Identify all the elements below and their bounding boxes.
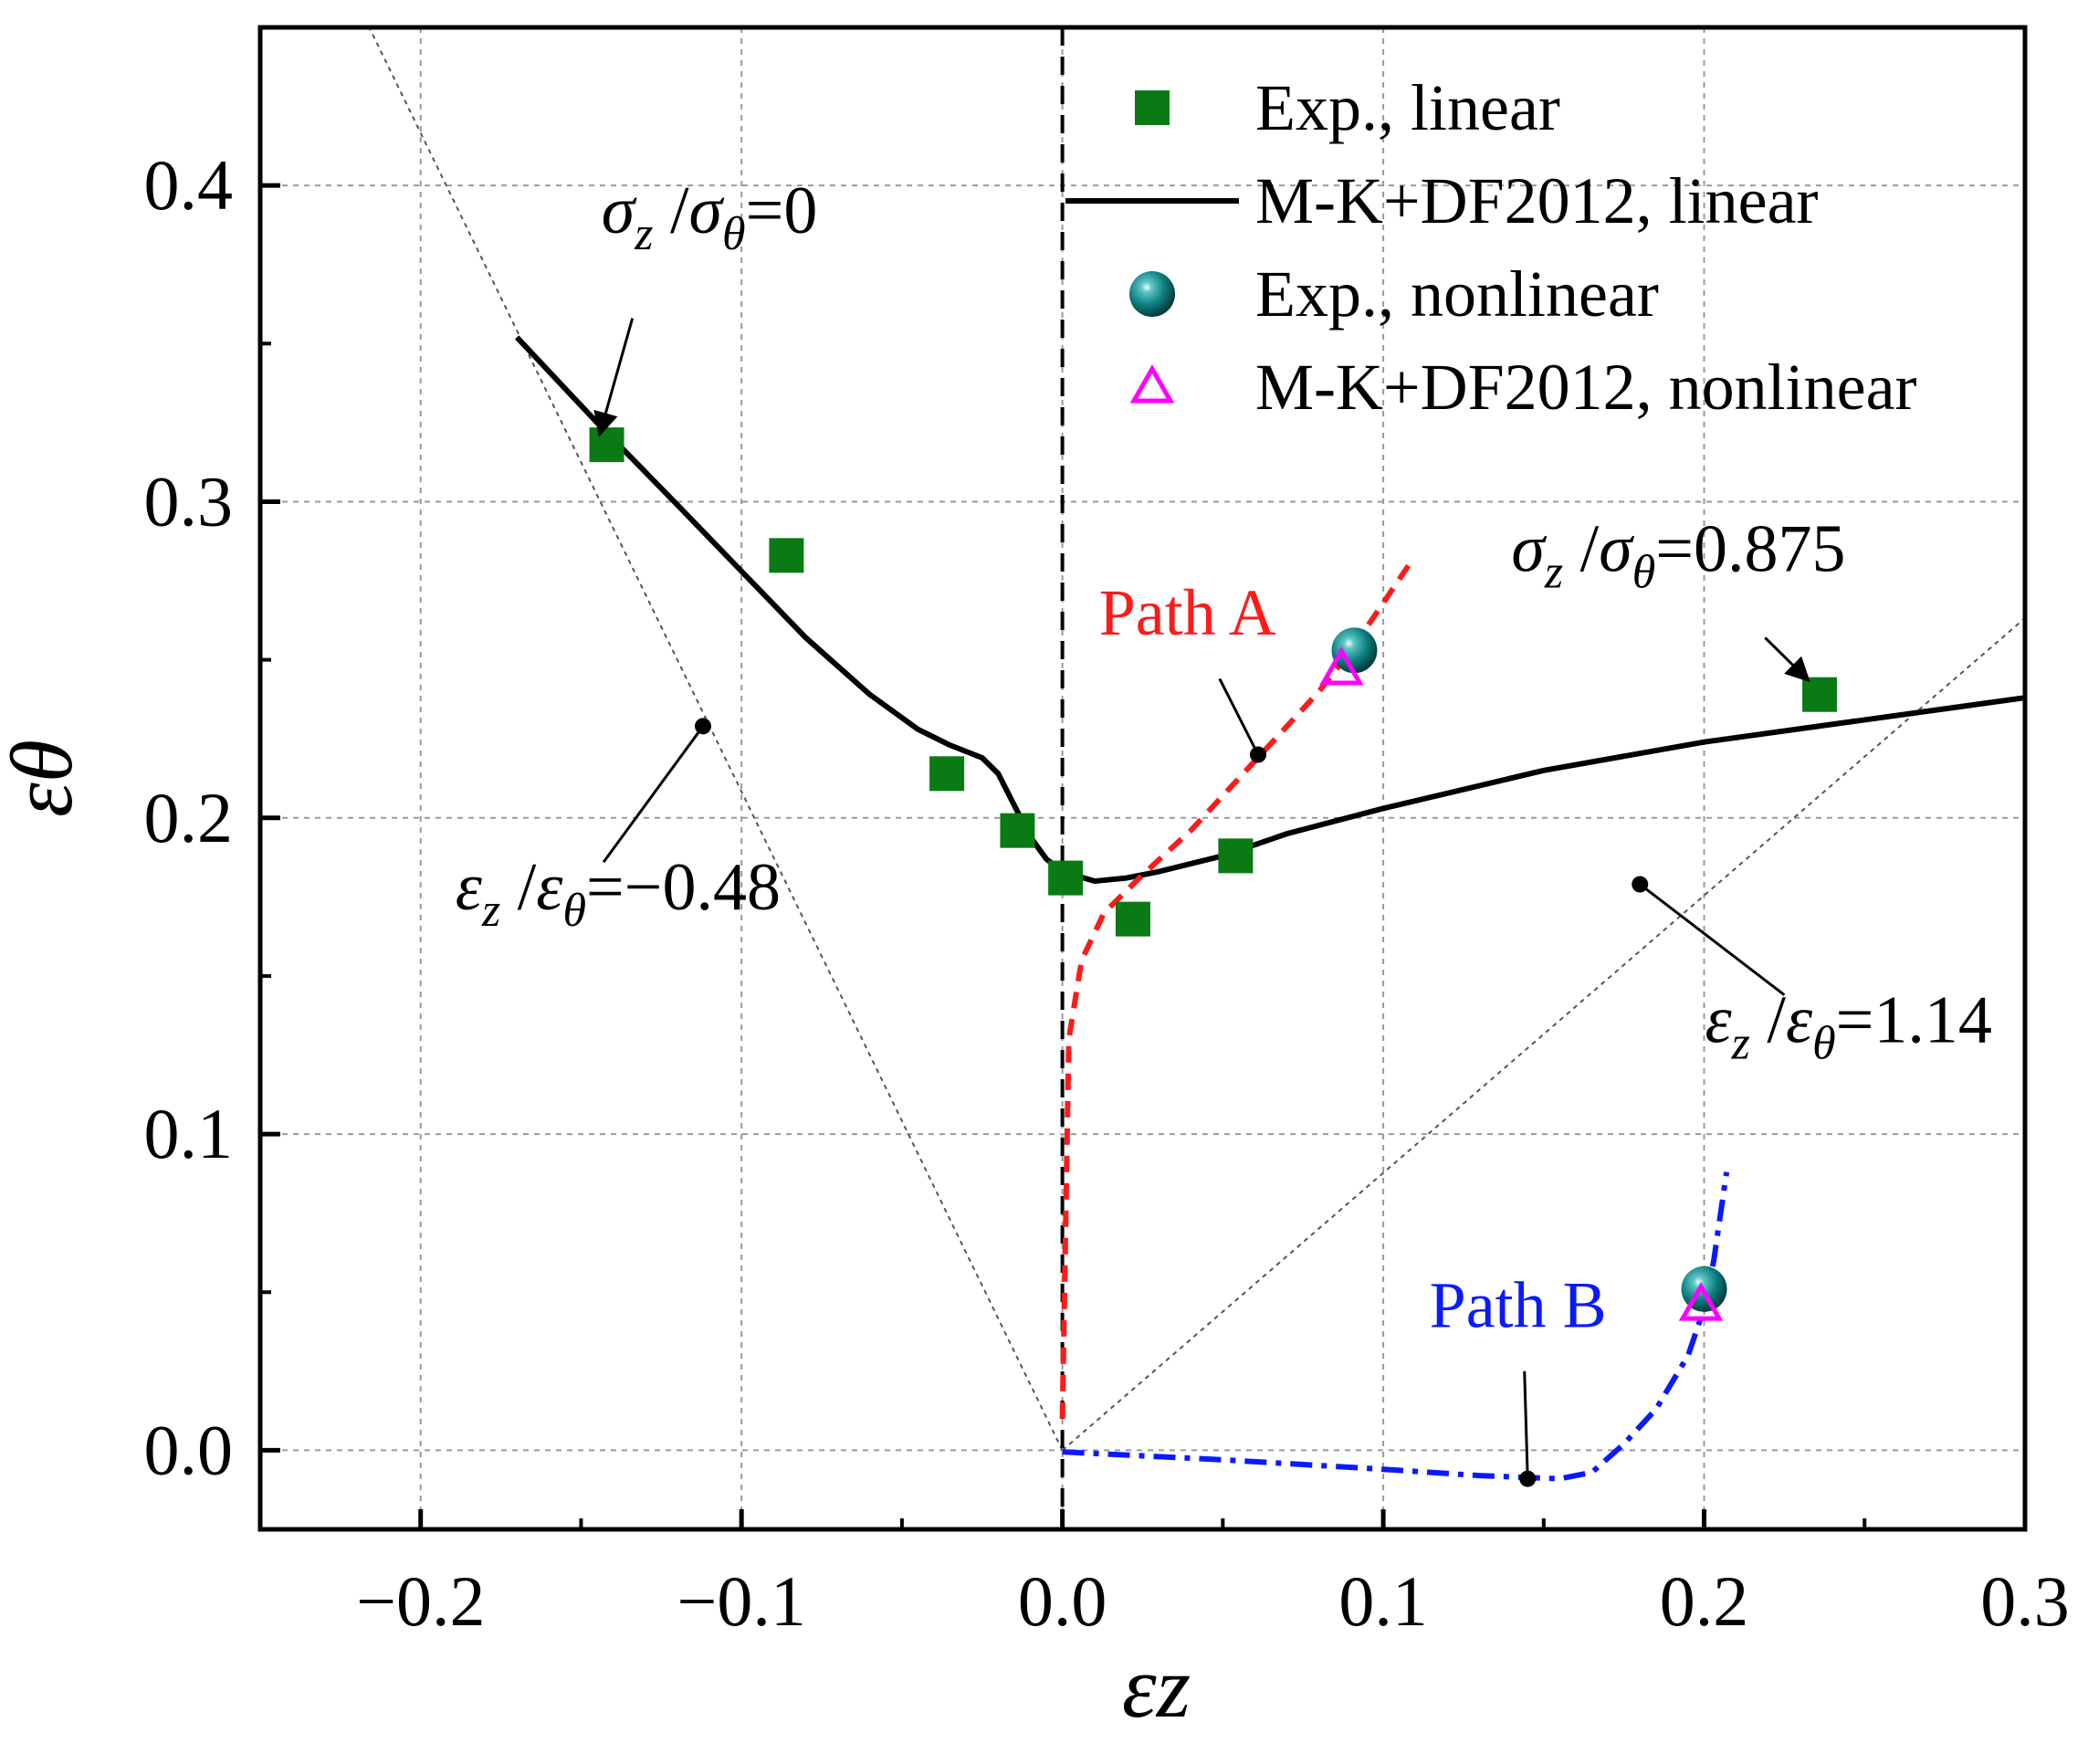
x-tick-label-1: −0.1	[677, 1561, 806, 1641]
annotation-eps048-slash: /	[500, 850, 537, 925]
annotation-sigma0875-sub2: θ	[1632, 547, 1656, 599]
annotation-label-sigma0875: σz /σθ=0.875	[1511, 512, 1845, 599]
annotation-eps114-value: =1.14	[1836, 983, 1992, 1058]
annotation-leader-sigma0	[593, 318, 635, 437]
annotation-eps048-sym2: ε	[536, 850, 563, 925]
annotation-sigma0-sym: σ	[602, 173, 637, 248]
mk-nonlinear-point-1	[1678, 1282, 1724, 1321]
annotation-eps048-sym: ε	[456, 850, 483, 925]
annotation-sigma0875-sub: z	[1544, 547, 1563, 599]
annotation-leader-eps048	[602, 725, 705, 864]
data-markers	[589, 427, 1838, 1321]
x-axis-title: εz	[1122, 1638, 1191, 1736]
exp-nonlinear-point-0	[1331, 627, 1378, 674]
plot-frame	[257, 25, 2028, 1532]
x-tick-label-3: 0.1	[1338, 1561, 1428, 1641]
annotation-sigma0875-sym: σ	[1511, 512, 1547, 587]
annotation-leader-eps114	[1639, 883, 1786, 996]
annotation-label-eps048: εz /εθ=−0.48	[456, 850, 781, 937]
x-tick-label-4: 0.2	[1660, 1561, 1749, 1641]
y-tick-label-4: 0.4	[144, 145, 234, 225]
annotation-sigma0875-slash: /	[1563, 512, 1600, 587]
grid	[260, 27, 2026, 1529]
annotation-dot-pathA	[1250, 746, 1267, 763]
annotation-eps114-sub: z	[1731, 1018, 1750, 1070]
annotation-eps048-sub: z	[481, 885, 500, 937]
annotation-leader-sigma0875	[1764, 636, 1810, 683]
annotation-label-pathB: Path B	[1430, 1268, 1607, 1341]
y-tick-label-3: 0.3	[144, 461, 234, 541]
annotation-label-sigma0: σz /σθ=0	[602, 173, 818, 260]
x-tick-label-0: −0.2	[356, 1561, 486, 1641]
annotation-sigma0-value: =0	[746, 173, 818, 248]
annotation-eps114-sym: ε	[1705, 983, 1732, 1058]
y-tick-label-2: 0.2	[144, 778, 234, 857]
annotation-label-pathA: Path A	[1099, 576, 1276, 649]
exp-linear-point-4	[1048, 860, 1084, 896]
annotation-label-eps114: εz /εθ=1.14	[1705, 983, 1991, 1070]
legend-symbol-exp-nonlinear	[1129, 271, 1175, 317]
annotation-sigma0-sym2: σ	[689, 173, 725, 248]
path-a-curve	[1059, 563, 1411, 1419]
y-tick-label-0: 0.0	[144, 1410, 234, 1489]
exp-linear-point-7	[1802, 677, 1838, 712]
x-tick-label-2: 0.0	[1018, 1561, 1107, 1641]
annotation-eps114-slash: /	[1750, 983, 1787, 1058]
annotation-dot-eps048	[695, 718, 712, 735]
annotation-sigma0-sub2: θ	[722, 208, 746, 260]
axis-ticks: −0.2 −0.1 0.0 0.1 0.2 0.3 0.0 0.1 0.2 0.3 0.4	[144, 145, 2070, 1641]
legend-label-1: M-K+DF2012, linear	[1255, 164, 1819, 237]
exp-linear-point-2	[929, 756, 965, 792]
annotation-sigma0875-value: =0.875	[1655, 512, 1845, 587]
annotation-dot-pathB	[1519, 1470, 1537, 1487]
annotation-dot-eps114	[1632, 876, 1649, 893]
annotation-leader-pathB	[1523, 1370, 1529, 1479]
annotation-eps048-sub2: θ	[562, 885, 586, 937]
annotation-eps114-sym2: ε	[1786, 983, 1813, 1058]
legend-symbol-exp-linear	[1135, 90, 1170, 125]
annotation-leader-pathA	[1218, 677, 1260, 756]
annotation-eps114-sub2: θ	[1812, 1018, 1836, 1070]
mk-nonlinear-point-0	[1319, 646, 1364, 686]
path-b-curve	[1062, 1171, 1730, 1482]
annotation-sigma0875-sym2: σ	[1599, 512, 1634, 587]
exp-linear-point-5	[1115, 901, 1150, 937]
exp-linear-point-6	[1218, 838, 1254, 874]
legend-label-0: Exp., linear	[1255, 71, 1560, 144]
y-axis-title: εθ	[0, 740, 90, 817]
annotation-sigma0-sub: z	[634, 208, 653, 260]
annotation-sigma0-slash: /	[653, 173, 689, 248]
reference-line-7	[1061, 617, 2026, 1452]
exp-linear-point-3	[1000, 813, 1035, 848]
exp-linear-point-0	[589, 427, 624, 463]
legend: Exp., linear M-K+DF2012, linear Exp., nonl…	[1065, 71, 1917, 424]
x-tick-label-5: 0.3	[1980, 1561, 2070, 1641]
legend-label-3: M-K+DF2012, nonlinear	[1255, 351, 1917, 424]
series-line-mk-linear	[514, 335, 2026, 885]
legend-label-2: Exp., nonlinear	[1255, 257, 1659, 331]
y-tick-label-1: 0.1	[144, 1094, 234, 1173]
annotation-eps048-value: =−0.48	[586, 850, 781, 925]
legend-symbol-mk-nonlinear	[1129, 363, 1175, 404]
exp-linear-point-1	[769, 538, 804, 573]
reference-lines	[366, 24, 2026, 1529]
